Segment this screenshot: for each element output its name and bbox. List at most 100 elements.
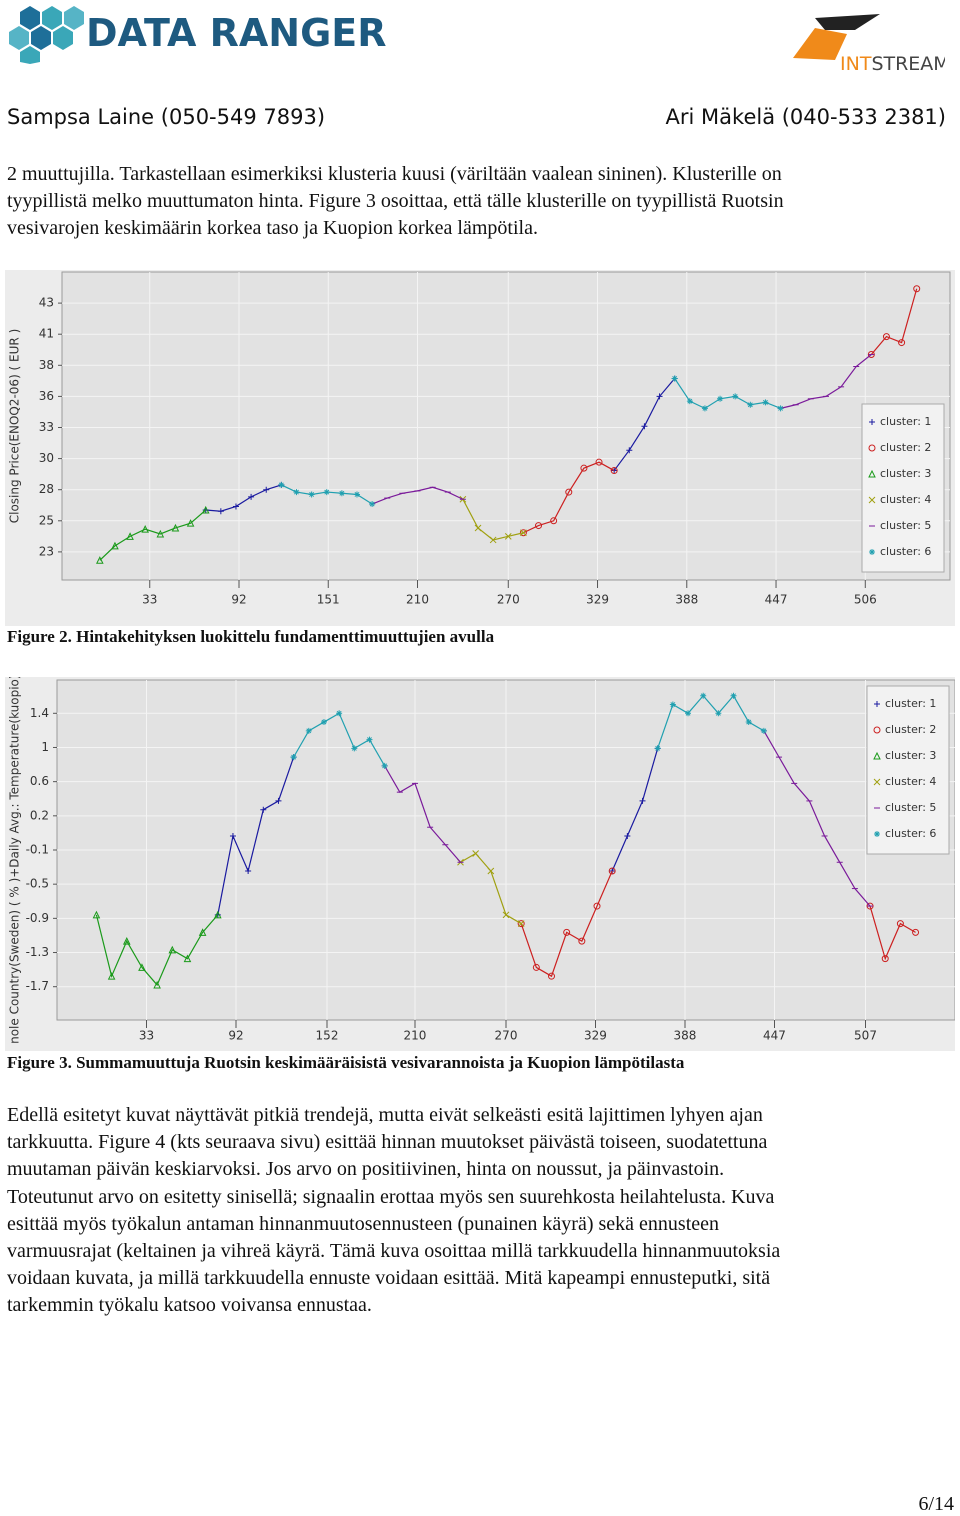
legend-marker [869, 419, 875, 425]
logo-text: INTSTREAM [840, 53, 945, 74]
x-tick-label: 270 [497, 593, 520, 607]
series-line [95, 914, 219, 987]
line: vesivarojen keskimäärin korkea taso ja K… [7, 217, 538, 240]
y-tick-label: 30 [39, 451, 54, 465]
x-tick-label: 33 [139, 1029, 154, 1043]
point-marker [671, 375, 678, 382]
x-tick-label: 152 [316, 1029, 339, 1043]
legend-box [866, 685, 950, 855]
line: muutaman päivän keskiarvoksi. Jos arvo o… [7, 1158, 725, 1181]
point-marker [278, 481, 285, 488]
point-marker [248, 493, 255, 500]
legend-marker [868, 444, 876, 452]
legend-label: cluster: 4 [880, 493, 931, 506]
x-tick-label: 388 [675, 593, 698, 607]
point-marker [745, 719, 752, 726]
point-marker [308, 491, 315, 498]
logo-int: INT [840, 53, 872, 74]
series-line [217, 748, 659, 915]
y-tick-label: 41 [39, 327, 54, 341]
point-marker [263, 486, 270, 493]
point-marker [578, 937, 586, 945]
point-marker [760, 727, 767, 734]
point-marker [656, 393, 663, 400]
y-tick-label: 36 [39, 389, 54, 403]
point-marker [611, 467, 618, 474]
point-marker [338, 490, 345, 497]
x-tick-label: 210 [404, 1029, 427, 1043]
x-tick-label: 210 [406, 593, 429, 607]
point-marker [111, 541, 119, 550]
point-marker [213, 910, 222, 919]
point-marker [593, 902, 601, 910]
x-tick-label: 92 [228, 1029, 243, 1043]
legend-marker [874, 701, 880, 707]
legend-marker [873, 726, 881, 734]
logo-hexagons [9, 6, 84, 64]
legend-label: cluster: 3 [880, 467, 931, 480]
point-marker [245, 868, 252, 875]
legend-label: cluster: 2 [885, 723, 936, 736]
contact-left: Sampsa Laine (050-549 7893) [7, 105, 326, 129]
point-marker [293, 489, 300, 496]
point-marker [487, 867, 495, 875]
point-marker [898, 339, 906, 346]
x-tick-label: 151 [317, 593, 340, 607]
point-marker [532, 963, 540, 971]
point-marker [201, 505, 210, 514]
point-marker [229, 832, 236, 839]
y-tick-label: 1 [41, 740, 49, 754]
point-marker [580, 464, 588, 472]
point-marker [126, 532, 134, 540]
point-marker [715, 710, 722, 717]
legend-label: cluster: 5 [885, 801, 936, 814]
point-marker [122, 937, 131, 945]
point-marker [92, 910, 101, 919]
point-marker [138, 963, 146, 971]
legend: cluster: 1 cluster: 2 cluster: 3 cluster: 4… [861, 403, 945, 573]
point-marker [107, 972, 116, 980]
line: Toteutunut arvo on esitetty sinisellä; s… [7, 1185, 775, 1208]
y-tick-label: 0.2 [30, 808, 49, 822]
point-marker [153, 980, 161, 989]
legend-label: cluster: 2 [880, 441, 931, 454]
y-tick-label: 43 [39, 296, 54, 310]
line: 2 muuttujilla. Tarkastellaan esimerkiksi… [7, 163, 782, 185]
line: tarkemmin työkalu katsoo voivansa ennust… [7, 1294, 372, 1317]
x-tick-label: 447 [763, 1029, 786, 1043]
point-marker [198, 928, 207, 936]
point-marker [624, 832, 631, 839]
point-marker [183, 954, 192, 963]
point-marker [96, 556, 104, 564]
point-marker [867, 351, 875, 358]
series-line [384, 730, 871, 907]
logo-wing [815, 14, 880, 30]
point-marker [520, 529, 527, 537]
point-marker [305, 727, 312, 734]
y-tick-label: 23 [39, 544, 54, 558]
point-marker [563, 928, 571, 936]
legend-box [861, 403, 945, 573]
line: varmuusrajat (keltainen ja vihreä käyrä.… [7, 1240, 781, 1263]
legend-label: cluster: 1 [880, 415, 931, 428]
point-marker [336, 710, 343, 717]
point-marker [517, 920, 525, 927]
logo-text: DATA RANGERS [86, 11, 386, 55]
point-marker [641, 423, 648, 430]
point-marker [686, 398, 693, 405]
legend-marker [869, 549, 875, 555]
legend-label: cluster: 4 [885, 775, 936, 788]
point-marker [595, 458, 603, 466]
legend-marker [873, 751, 881, 760]
point-marker [730, 692, 737, 699]
point-marker [896, 920, 904, 928]
point-marker [323, 489, 330, 496]
point-marker [610, 467, 618, 474]
y-axis-label: Closing Price(ENOQ2-06) ( EUR ) [8, 329, 22, 524]
logo-stream: STREAM [871, 53, 945, 74]
chart: 23 25 28 30 33 36 38 41 43 33 92 151 210 270 329 388 447… [5, 270, 955, 626]
line: Edellä esitetyt kuvat näyttävät pitkiä t… [7, 1104, 763, 1126]
legend-marker [868, 496, 876, 504]
point-marker [366, 736, 373, 743]
